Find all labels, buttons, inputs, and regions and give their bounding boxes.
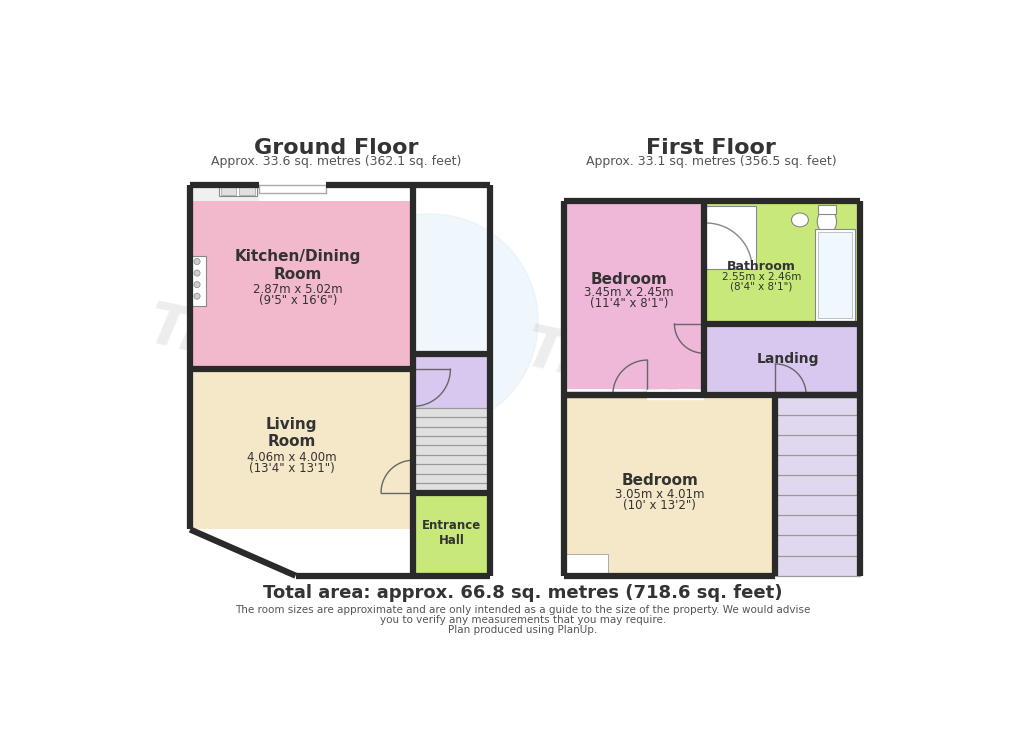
Bar <box>218 186 257 196</box>
Text: Total area: approx. 66.8 sq. metres (718.6 sq. feet): Total area: approx. 66.8 sq. metres (718… <box>263 584 782 602</box>
Bar <box>566 554 607 574</box>
Text: (11'4" x 8'1"): (11'4" x 8'1") <box>589 298 667 310</box>
Ellipse shape <box>816 209 836 234</box>
Ellipse shape <box>791 213 808 227</box>
Text: Bedroom: Bedroom <box>621 473 698 488</box>
Text: Kitchen/Dining
Room: Kitchen/Dining Room <box>234 249 361 281</box>
Circle shape <box>614 221 814 421</box>
Circle shape <box>194 258 200 265</box>
Text: you to verify any measurements that you may require.: you to verify any measurements that you … <box>379 615 665 626</box>
Bar <box>703 324 859 395</box>
Text: Tristram's: Tristram's <box>519 321 849 445</box>
Bar <box>564 395 774 576</box>
Bar <box>774 395 859 576</box>
Bar <box>413 408 490 493</box>
Bar <box>190 256 205 306</box>
Text: 2.87m x 5.02m: 2.87m x 5.02m <box>253 283 342 296</box>
Circle shape <box>194 270 200 276</box>
Text: Sales and Lettings: Sales and Lettings <box>569 400 799 444</box>
Text: Living
Room: Living Room <box>266 417 317 450</box>
Circle shape <box>322 214 538 430</box>
Bar <box>190 200 413 370</box>
Text: 3.45m x 2.45m: 3.45m x 2.45m <box>584 286 674 299</box>
Text: Tristram's: Tristram's <box>142 298 472 422</box>
Bar <box>814 229 855 321</box>
Text: Entrance
Hall: Entrance Hall <box>422 519 481 548</box>
Bar <box>413 354 490 408</box>
Text: First Floor: First Floor <box>646 138 775 158</box>
Bar <box>705 206 755 269</box>
Text: Bathroom: Bathroom <box>727 260 795 272</box>
Bar <box>190 186 259 200</box>
Text: Sales and Lettings: Sales and Lettings <box>192 377 423 421</box>
Text: Landing: Landing <box>756 352 819 366</box>
Bar <box>221 187 236 194</box>
Text: The room sizes are approximate and are only intended as a guide to the size of t: The room sizes are approximate and are o… <box>234 605 810 615</box>
Text: (13'4" x 13'1"): (13'4" x 13'1") <box>249 462 334 475</box>
Text: (10' x 13'2"): (10' x 13'2") <box>623 499 696 512</box>
Text: (8'4" x 8'1"): (8'4" x 8'1") <box>730 282 792 292</box>
Bar <box>817 205 836 214</box>
Text: Plan produced using PlanUp.: Plan produced using PlanUp. <box>447 626 597 635</box>
Circle shape <box>194 293 200 299</box>
Bar <box>190 370 413 530</box>
Text: 3.05m x 4.01m: 3.05m x 4.01m <box>614 487 704 501</box>
Text: 4.06m x 4.00m: 4.06m x 4.00m <box>247 451 336 464</box>
Bar <box>817 232 852 318</box>
Text: Approx. 33.1 sq. metres (356.5 sq. feet): Approx. 33.1 sq. metres (356.5 sq. feet) <box>586 155 836 168</box>
Text: (9'5" x 16'6"): (9'5" x 16'6") <box>259 294 336 306</box>
Bar <box>564 200 703 390</box>
Bar <box>703 200 859 324</box>
Circle shape <box>194 281 200 288</box>
Bar <box>239 187 255 194</box>
Text: Approx. 33.6 sq. metres (362.1 sq. feet): Approx. 33.6 sq. metres (362.1 sq. feet) <box>211 155 462 168</box>
Text: Bedroom: Bedroom <box>590 272 666 286</box>
Text: 2.55m x 2.46m: 2.55m x 2.46m <box>721 272 800 282</box>
Bar <box>413 493 490 576</box>
Text: Ground Floor: Ground Floor <box>254 138 418 158</box>
